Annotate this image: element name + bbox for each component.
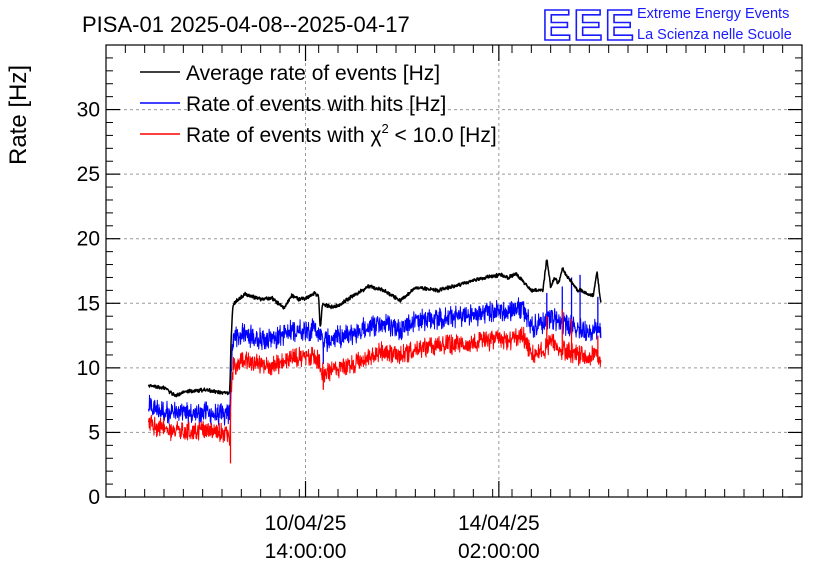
series-line-2 — [148, 326, 602, 446]
axis-tick-labels: 0 5 10 15 20 25 30 10/04/25 14:00:00 14/04/25 02:0… — [77, 99, 540, 563]
chart-title: PISA-01 2025-04-08--2025-04-17 — [82, 12, 410, 37]
y-axis-label: Rate [Hz] — [5, 65, 32, 165]
x-tick-label-time: 02:00:00 — [458, 540, 540, 563]
series-line-0 — [147, 259, 602, 398]
y-tick-label: 5 — [88, 421, 100, 444]
x-tick-label-date: 10/04/25 — [265, 512, 347, 535]
x-tick-label-date: 14/04/25 — [458, 512, 540, 535]
y-tick-label: 25 — [77, 163, 100, 186]
legend: Average rate of events [Hz] Rate of even… — [140, 62, 497, 147]
y-tick-label: 10 — [77, 357, 100, 380]
grid — [106, 45, 802, 497]
y-tick-label: 15 — [77, 292, 100, 315]
series-layer — [147, 259, 602, 464]
legend-label-hits: Rate of events with hits [Hz] — [186, 93, 446, 116]
logo-line-1: Extreme Energy Events — [637, 6, 789, 22]
logo-line-2: La Scienza nelle Scuole — [637, 27, 792, 43]
axis-ticks — [106, 45, 802, 498]
legend-label-average: Average rate of events [Hz] — [186, 62, 440, 85]
eee-logo: EEE Extreme Energy Events La Scienza nel… — [541, 0, 792, 51]
y-tick-label: 20 — [77, 228, 100, 251]
x-tick-label-time: 14:00:00 — [265, 540, 347, 563]
y-tick-label: 0 — [88, 486, 100, 509]
y-tick-label: 30 — [77, 99, 100, 122]
legend-label-chi2: Rate of events with χ2 < 10.0 [Hz] — [186, 121, 497, 147]
series-line-1 — [148, 297, 602, 427]
eee-logo-letters: EEE — [542, 1, 636, 50]
